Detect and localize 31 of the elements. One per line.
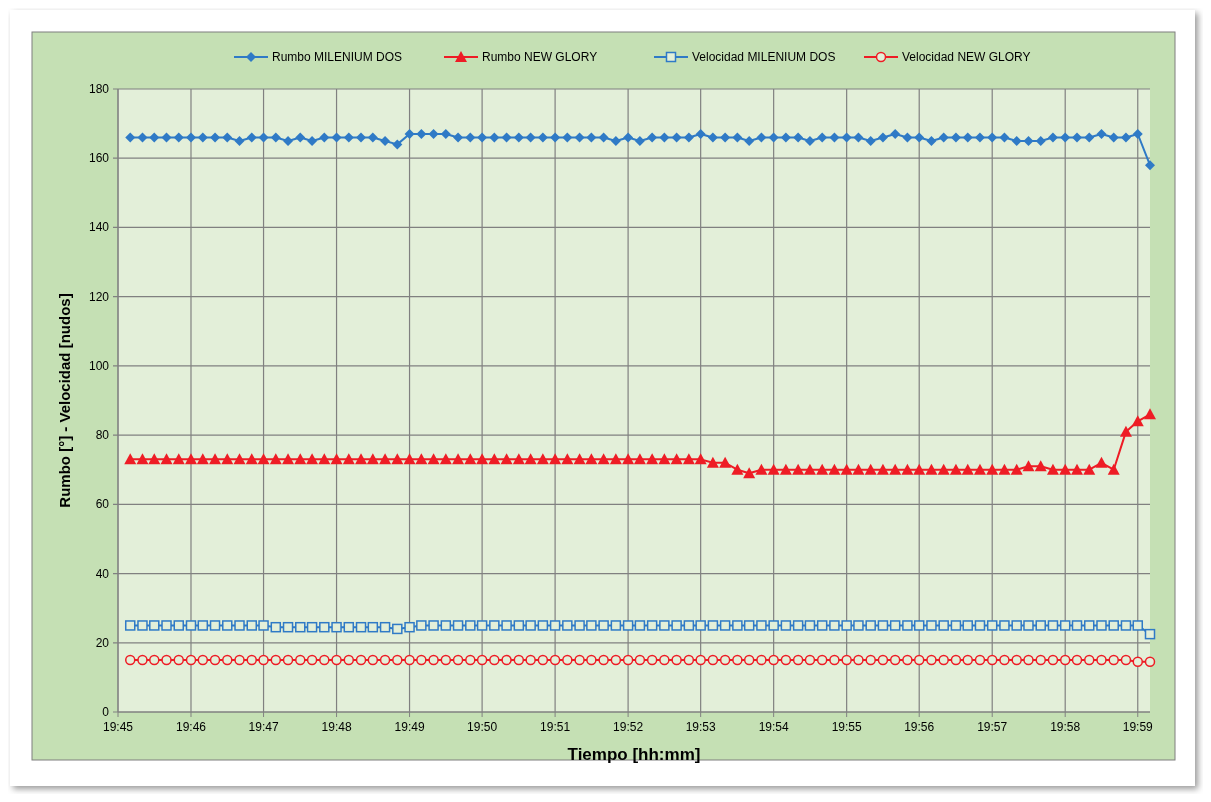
y-tick-label: 40 xyxy=(95,566,110,581)
y-tick-label: 60 xyxy=(95,497,110,512)
legend-label: Velocidad MILENIUM DOS xyxy=(692,50,836,64)
y-tick-label: 160 xyxy=(88,151,110,166)
x-tick-label: 19:56 xyxy=(904,720,935,734)
x-tick-label: 19:49 xyxy=(394,720,425,734)
y-axis-title: Rumbo [°] - Velocidad [nudos] xyxy=(56,293,73,508)
x-tick-label: 19:50 xyxy=(467,720,498,734)
x-tick-label: 19:45 xyxy=(102,720,134,734)
x-tick-label: 19:53 xyxy=(685,720,716,734)
x-axis-title: Tiempo [hh:mm] xyxy=(567,745,701,764)
x-tick-label: 19:58 xyxy=(1050,720,1081,734)
x-tick-label: 19:59 xyxy=(1122,720,1154,734)
legend-label: Velocidad NEW GLORY xyxy=(902,50,1031,64)
legend-label: Rumbo MILENIUM DOS xyxy=(272,50,403,64)
y-tick-label: 140 xyxy=(88,220,110,235)
x-tick-label: 19:54 xyxy=(758,720,789,734)
y-tick-label: 120 xyxy=(88,289,110,304)
x-tick-label: 19:51 xyxy=(540,720,571,734)
y-tick-label: 0 xyxy=(102,705,110,719)
y-tick-label: 180 xyxy=(88,82,110,96)
x-tick-label: 19:52 xyxy=(613,720,644,734)
y-tick-label: 100 xyxy=(88,358,110,373)
x-tick-label: 19:46 xyxy=(175,720,207,734)
x-tick-label: 19:48 xyxy=(321,720,352,734)
x-tick-label: 19:57 xyxy=(977,720,1008,734)
x-tick-label: 19:55 xyxy=(831,720,862,734)
legend-label: Rumbo NEW GLORY xyxy=(482,50,598,64)
y-tick-label: 80 xyxy=(95,428,110,443)
x-tick-label: 19:47 xyxy=(248,720,279,734)
y-tick-label: 20 xyxy=(95,635,110,650)
